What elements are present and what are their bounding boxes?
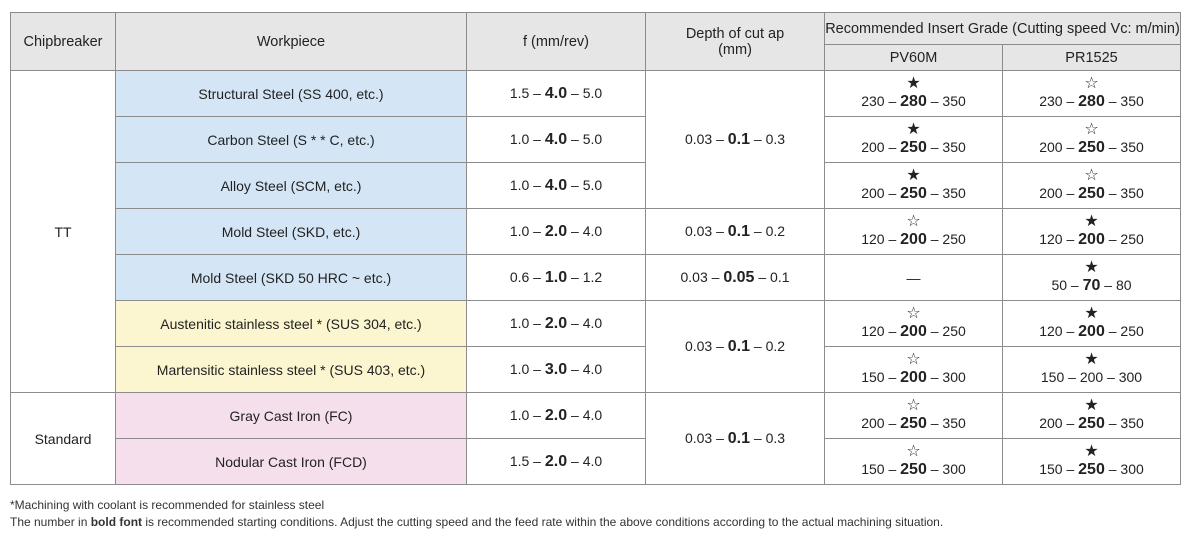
speed-pv60m: ☆ 120 – 200 – 250 (824, 208, 1003, 255)
speed-pr1525: ★ 150 – 250 – 300 (1002, 438, 1181, 485)
bold-font-note: The number in bold font is recommended s… (10, 515, 944, 529)
workpiece-cell: Mold Steel (SKD 50 HRC ~ etc.) (115, 254, 467, 301)
workpiece-cell: Carbon Steel (S * * C, etc.) (115, 116, 467, 163)
speed-pv60m: ☆ 150 – 200 – 300 (824, 346, 1003, 393)
star-outline-icon: ☆ (1084, 166, 1099, 184)
star-outline-icon: ☆ (906, 304, 921, 322)
speed-pv60m-none: — (824, 254, 1003, 301)
star-icon: ★ (1084, 396, 1099, 414)
header-grade-pv60m: PV60M (824, 44, 1003, 71)
speed-pr1525: ☆ 200 – 250 – 350 (1002, 162, 1181, 209)
feed-cell: 1.0 – 2.0 – 4.0 (466, 300, 646, 347)
speed-pv60m: ☆ 120 – 200 – 250 (824, 300, 1003, 347)
star-outline-icon: ☆ (906, 396, 921, 414)
workpiece-cell: Austenitic stainless steel * (SUS 304, e… (115, 300, 467, 347)
feed-cell: 1.0 – 4.0 – 5.0 (466, 162, 646, 209)
speed-pr1525: ★ 50 – 70 – 80 (1002, 254, 1181, 301)
depth-cell: 0.03 – 0.1 – 0.2 (645, 300, 825, 393)
header-chipbreaker: Chipbreaker (10, 12, 116, 71)
speed-pv60m: ☆ 150 – 250 – 300 (824, 438, 1003, 485)
star-icon: ★ (1084, 304, 1099, 322)
workpiece-cell: Structural Steel (SS 400, etc.) (115, 70, 467, 117)
footnotes: *Machining with coolant is recommended f… (10, 497, 943, 531)
star-outline-icon: ☆ (906, 212, 921, 230)
feed-cell: 1.0 – 3.0 – 4.0 (466, 346, 646, 393)
feed-cell: 0.6 – 1.0 – 1.2 (466, 254, 646, 301)
feed-cell: 1.0 – 2.0 – 4.0 (466, 208, 646, 255)
star-outline-icon: ☆ (906, 350, 921, 368)
star-icon: ★ (906, 120, 921, 138)
workpiece-cell: Mold Steel (SKD, etc.) (115, 208, 467, 255)
star-icon: ★ (906, 166, 921, 184)
chipbreaker-tt: TT (10, 70, 116, 393)
speed-pv60m: ★ 200 – 250 – 350 (824, 162, 1003, 209)
depth-cell: 0.03 – 0.05 – 0.1 (645, 254, 825, 301)
speed-pv60m: ★ 200 – 250 – 350 (824, 116, 1003, 163)
star-outline-icon: ☆ (1084, 74, 1099, 92)
depth-cell: 0.03 – 0.1 – 0.3 (645, 392, 825, 485)
workpiece-cell: Martensitic stainless steel * (SUS 403, … (115, 346, 467, 393)
workpiece-cell: Nodular Cast Iron (FCD) (115, 438, 467, 485)
speed-pr1525: ☆ 200 – 250 – 350 (1002, 116, 1181, 163)
star-icon: ★ (1084, 258, 1099, 276)
star-icon: ★ (1084, 212, 1099, 230)
feed-cell: 1.0 – 2.0 – 4.0 (466, 392, 646, 439)
header-depth: Depth of cut ap (mm) (645, 12, 825, 71)
chipbreaker-standard: Standard (10, 392, 116, 485)
depth-cell: 0.03 – 0.1 – 0.3 (645, 70, 825, 209)
cutting-conditions-table: Chipbreaker Workpiece f (mm/rev) Depth o… (10, 12, 1181, 485)
coolant-note: *Machining with coolant is recommended f… (10, 498, 325, 512)
feed-cell: 1.5 – 4.0 – 5.0 (466, 70, 646, 117)
speed-pr1525: ★ 120 – 200 – 250 (1002, 208, 1181, 255)
star-icon: ★ (1084, 442, 1099, 460)
speed-pr1525: ★ 120 – 200 – 250 (1002, 300, 1181, 347)
header-workpiece: Workpiece (115, 12, 467, 71)
speed-pr1525: ★ 200 – 250 – 350 (1002, 392, 1181, 439)
feed-cell: 1.0 – 4.0 – 5.0 (466, 116, 646, 163)
header-feed: f (mm/rev) (466, 12, 646, 71)
workpiece-cell: Alloy Steel (SCM, etc.) (115, 162, 467, 209)
star-icon: ★ (906, 74, 921, 92)
star-icon: ★ (1084, 351, 1099, 368)
star-outline-icon: ☆ (906, 442, 921, 460)
header-grade: Recommended Insert Grade (Cutting speed … (824, 12, 1181, 45)
speed-pr1525: ★ 150 – 200 – 300 (1002, 346, 1181, 393)
feed-cell: 1.5 – 2.0 – 4.0 (466, 438, 646, 485)
depth-cell: 0.03 – 0.1 – 0.2 (645, 208, 825, 255)
speed-pv60m: ☆ 200 – 250 – 350 (824, 392, 1003, 439)
workpiece-cell: Gray Cast Iron (FC) (115, 392, 467, 439)
header-grade-pr1525: PR1525 (1002, 44, 1181, 71)
speed-pv60m: ★ 230 – 280 – 350 (824, 70, 1003, 117)
star-outline-icon: ☆ (1084, 120, 1099, 138)
speed-pr1525: ☆ 230 – 280 – 350 (1002, 70, 1181, 117)
